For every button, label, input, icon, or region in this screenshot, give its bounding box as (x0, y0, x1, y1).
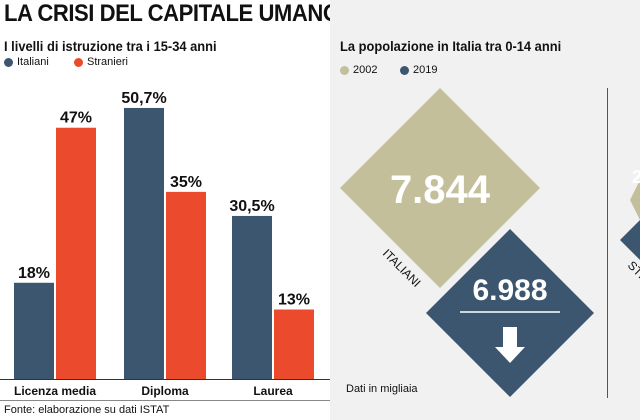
data-label-stranieri-licenza-media: 47% (60, 110, 92, 127)
diamond-stranieri-2019-partial (620, 220, 640, 260)
bar-chart: 18% 47% Licenza media 50,7% 35% Diploma 30,5% 1… (14, 90, 314, 398)
diamond-stranieri-2002-partial (630, 180, 640, 220)
footer-divider (0, 400, 330, 401)
label-stranieri-partial: STR (625, 258, 640, 285)
legend-swatch-stranieri (74, 57, 83, 67)
data-label-italiani-diploma: 50,7% (121, 90, 166, 107)
legend-swatch-2019 (400, 65, 409, 75)
data-label-italiani-licenza-media: 18% (18, 265, 50, 282)
bar-italiani-licenza-media (14, 282, 54, 379)
units-note: Dati in migliaia (346, 383, 418, 395)
left-panel: LA CRISI DEL CAPITALE UMANO I livelli di… (0, 0, 341, 416)
legend-2019: 2019 (400, 64, 437, 76)
bar-italiani-diploma (124, 107, 164, 379)
value-italiani-2002: 7.844 (390, 168, 491, 212)
source-note: Fonte: elaborazione su dati ISTAT (4, 404, 170, 416)
data-label-italiani-laurea: 30,5% (229, 198, 274, 215)
bar-stranieri-diploma (166, 191, 206, 379)
legend-stranieri: Stranieri (74, 56, 128, 68)
data-label-stranieri-laurea: 13% (278, 292, 310, 309)
legend-label-italiani: Italiani (17, 56, 49, 68)
legend-2002: 2002 (340, 64, 377, 76)
arrow-down-icon (495, 327, 525, 363)
data-label-stranieri-diploma: 35% (170, 174, 202, 191)
category-label-licenza-media: Licenza media (14, 384, 96, 398)
category-label-laurea: Laurea (253, 384, 293, 398)
population-title: La popolazione in Italia tra 0-14 anni (340, 38, 562, 54)
legend-label-2019: 2019 (413, 64, 438, 76)
bar-chart-title: I livelli di istruzione tra i 15-34 anni (4, 38, 217, 54)
axis-baseline (0, 379, 330, 380)
diamond-italiani-2002 (340, 88, 540, 288)
legend-italiani: Italiani (4, 56, 49, 68)
bar-italiani-laurea (232, 215, 272, 379)
legend-label-stranieri: Stranieri (87, 56, 128, 68)
legend-swatch-italiani (4, 57, 13, 67)
legend-swatch-2002 (340, 65, 349, 75)
value-stranieri-2002-partial: 2 (632, 167, 640, 187)
diamond-italiani-2019 (426, 229, 594, 397)
value-italiani-2019: 6.988 (472, 274, 547, 307)
legend-label-2002: 2002 (353, 64, 378, 76)
page-title: LA CRISI DEL CAPITALE UMANO (4, 0, 340, 27)
group-separator (607, 88, 608, 398)
bar-stranieri-licenza-media (56, 127, 96, 379)
bar-stranieri-laurea (274, 309, 314, 379)
category-label-diploma: Diploma (141, 384, 189, 398)
